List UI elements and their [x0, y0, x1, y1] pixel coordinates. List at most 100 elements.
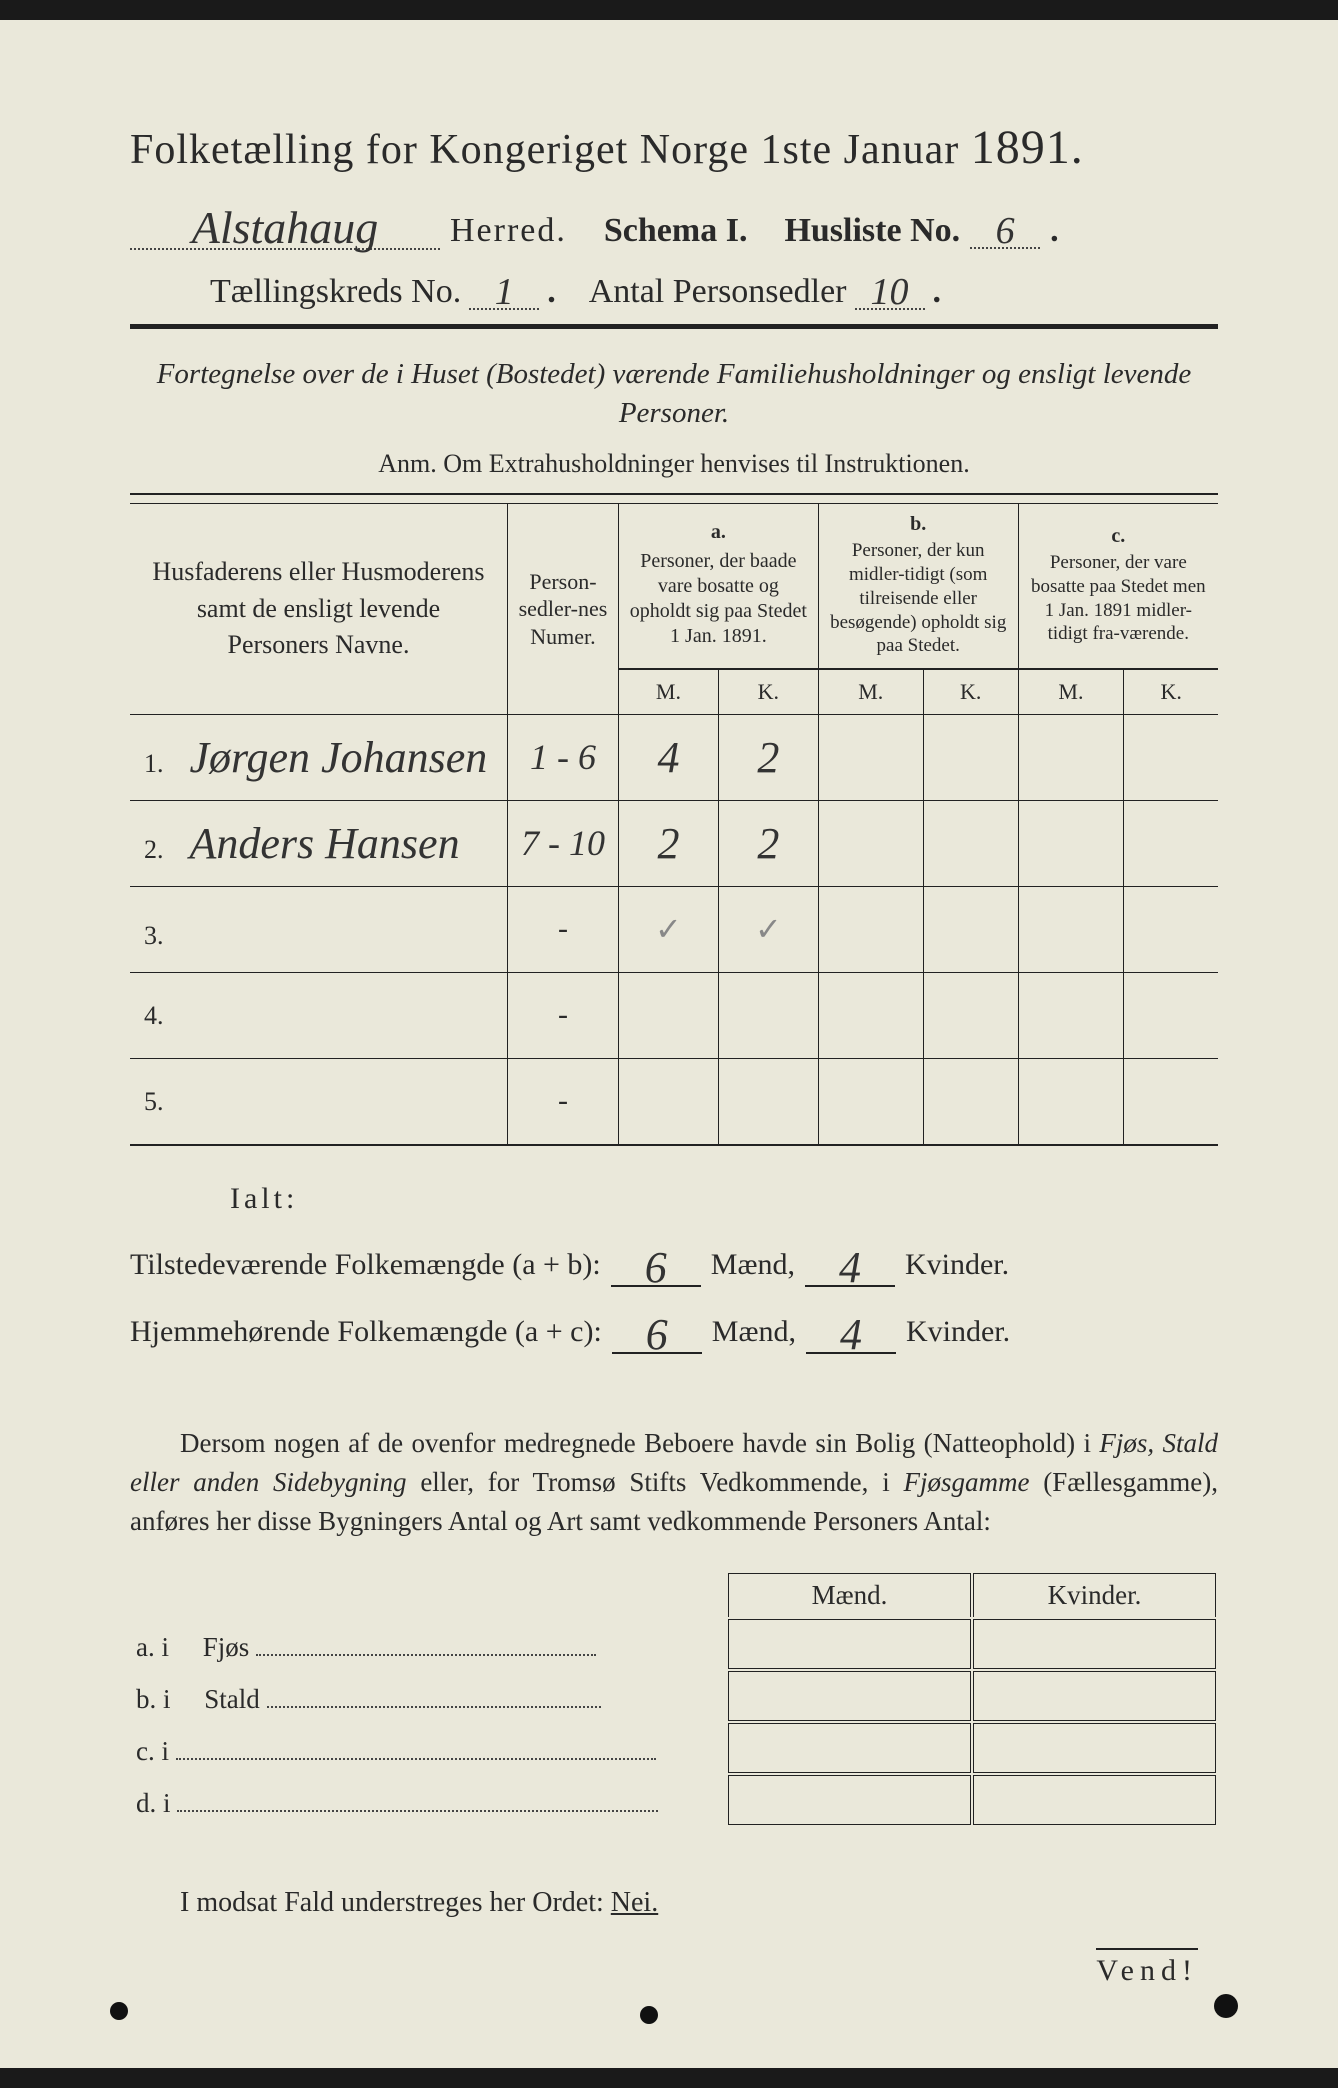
intro-text: Fortegnelse over de i Huset (Bostedet) v… — [130, 355, 1218, 433]
sedler-num: 7 - 10 — [507, 800, 618, 886]
nei-line: I modsat Fald understreges her Ordet: Ne… — [130, 1887, 1218, 1919]
sub-k — [973, 1723, 1216, 1773]
sedler-num: - — [507, 1058, 618, 1144]
name-cell: 3. — [130, 886, 507, 972]
husliste-label: Husliste No. — [784, 212, 960, 250]
divider-thin — [130, 1144, 1218, 1146]
total-resident-line: Hjemmehørende Folkemængde (a + c): 6 Mæn… — [130, 1301, 1218, 1354]
a-m-val: 4 — [618, 714, 718, 800]
person-name: Anders Hansen — [190, 819, 460, 868]
divider — [130, 324, 1218, 329]
table-row: 4. - — [130, 972, 1218, 1058]
c-k-val — [1124, 886, 1218, 972]
name-cell: 5. — [130, 1058, 507, 1144]
sub-maend-header: Mænd. — [728, 1573, 971, 1617]
resident-female: 4 — [840, 1310, 862, 1359]
divider-thin — [130, 493, 1218, 495]
outbuilding-table: Mænd. Kvinder. a. i Fjøs b. i Stald c. i — [130, 1571, 1218, 1827]
col-name-header: Husfaderens eller Husmoderens samt de en… — [130, 504, 507, 714]
col-num-header: Person-sedler-nes Numer. — [507, 504, 618, 714]
sub-m — [728, 1723, 971, 1773]
sub-row: b. i Stald — [132, 1671, 1216, 1721]
c-m-val — [1018, 1058, 1124, 1144]
table-row: 5. - — [130, 1058, 1218, 1144]
sub-row: d. i — [132, 1775, 1216, 1825]
a-m: M. — [618, 670, 718, 715]
c-m-val — [1018, 886, 1124, 972]
title-prefix: Folketælling for Kongeriget Norge — [130, 127, 749, 173]
c-k-val — [1124, 714, 1218, 800]
outbuilding-paragraph: Dersom nogen af de ovenfor medregnede Be… — [130, 1424, 1218, 1541]
a-k-val: 2 — [718, 714, 818, 800]
table-row: 2. Anders Hansen 7 - 10 2 2 — [130, 800, 1218, 886]
b-k-val — [923, 714, 1018, 800]
census-form-page: Folketælling for Kongeriget Norge 1ste J… — [0, 20, 1338, 2068]
sedler-num: - — [507, 972, 618, 1058]
table-row: 1. Jørgen Johansen 1 - 6 4 2 — [130, 714, 1218, 800]
herred-line: Alstahaug Herred. Schema I. Husliste No.… — [130, 199, 1218, 254]
col-c-header: c. Personer, der vare bosatte paa Stedet… — [1018, 504, 1218, 669]
c-k-val — [1124, 972, 1218, 1058]
b-k-val — [923, 800, 1018, 886]
sub-m — [728, 1671, 971, 1721]
a-k-val: ✓ — [718, 886, 818, 972]
c-k-val — [1124, 800, 1218, 886]
vend-label: Vend! — [1096, 1948, 1198, 1988]
kreds-no: 1 — [495, 271, 514, 313]
name-cell: 2. Anders Hansen — [130, 800, 507, 886]
a-k: K. — [718, 670, 818, 715]
b-m-val — [818, 972, 923, 1058]
a-k-val — [718, 1058, 818, 1144]
kreds-line: Tællingskreds No. 1 . Antal Personsedler… — [130, 268, 1218, 314]
c-m-val — [1018, 800, 1124, 886]
punch-hole-icon — [640, 2006, 658, 2024]
title-date: 1ste Januar — [760, 127, 959, 173]
c-k-val — [1124, 1058, 1218, 1144]
name-cell: 1. Jørgen Johansen — [130, 714, 507, 800]
sedler-num: - — [507, 886, 618, 972]
antal-label: Antal Personsedler — [589, 273, 847, 311]
schema-label: Schema I. — [604, 212, 748, 250]
c-m: M. — [1018, 670, 1124, 715]
b-k-val — [923, 972, 1018, 1058]
nei-word: Nei. — [611, 1887, 658, 1918]
b-m-val — [818, 1058, 923, 1144]
person-name: Jørgen Johansen — [190, 733, 488, 782]
b-k-val — [923, 1058, 1018, 1144]
b-m-val — [818, 714, 923, 800]
anm-text: Anm. Om Extrahusholdninger henvises til … — [130, 449, 1218, 479]
c-k: K. — [1124, 670, 1218, 715]
total-present-line: Tilstedeværende Folkemængde (a + b): 6 M… — [130, 1234, 1218, 1287]
herred-label: Herred. — [450, 212, 567, 250]
kreds-label: Tællingskreds No. — [210, 273, 461, 311]
sub-row: c. i — [132, 1723, 1216, 1773]
b-k: K. — [923, 670, 1018, 715]
b-m-val — [818, 886, 923, 972]
a-m-val — [618, 972, 718, 1058]
c-m-val — [1018, 714, 1124, 800]
punch-hole-icon — [1214, 1994, 1238, 2018]
page-title: Folketælling for Kongeriget Norge 1ste J… — [130, 120, 1218, 175]
sedler-num: 1 - 6 — [507, 714, 618, 800]
a-m-val — [618, 1058, 718, 1144]
name-cell: 4. — [130, 972, 507, 1058]
herred-value: Alstahaug — [192, 202, 379, 253]
sub-kvinder-header: Kvinder. — [973, 1573, 1216, 1617]
sub-m — [728, 1619, 971, 1669]
a-k-val: 2 — [718, 800, 818, 886]
ialt-label: Ialt: — [230, 1182, 1218, 1216]
resident-male: 6 — [646, 1310, 668, 1359]
a-m-val: 2 — [618, 800, 718, 886]
title-year: 1891. — [971, 121, 1084, 174]
sub-row: a. i Fjøs — [132, 1619, 1216, 1669]
a-k-val — [718, 972, 818, 1058]
sub-m — [728, 1775, 971, 1825]
col-a-header: a. Personer, der baade vare bosatte og o… — [618, 504, 818, 669]
sub-k — [973, 1775, 1216, 1825]
col-b-header: b. Personer, der kun midler-tidigt (som … — [818, 504, 1018, 669]
present-female: 4 — [839, 1243, 861, 1292]
c-m-val — [1018, 972, 1124, 1058]
a-m-val: ✓ — [618, 886, 718, 972]
sub-k — [973, 1619, 1216, 1669]
husliste-no: 6 — [996, 210, 1015, 252]
